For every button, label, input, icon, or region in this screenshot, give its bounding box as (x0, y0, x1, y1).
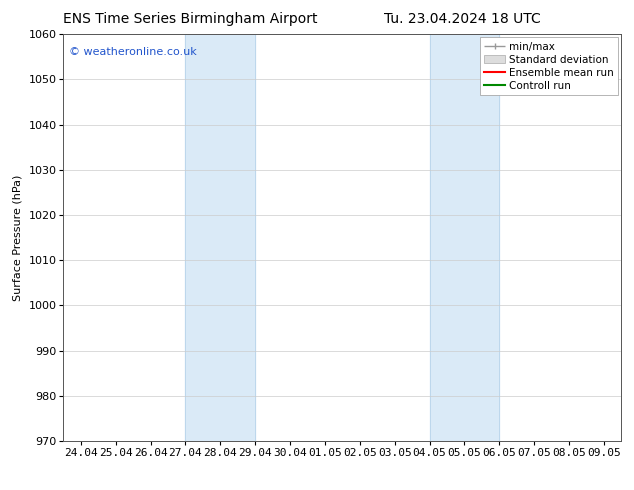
Legend: min/max, Standard deviation, Ensemble mean run, Controll run: min/max, Standard deviation, Ensemble me… (480, 37, 618, 95)
Bar (429, 34, 500, 441)
Text: Tu. 23.04.2024 18 UTC: Tu. 23.04.2024 18 UTC (384, 12, 541, 26)
Bar (185, 34, 255, 441)
Y-axis label: Surface Pressure (hPa): Surface Pressure (hPa) (13, 174, 23, 301)
Text: ENS Time Series Birmingham Airport: ENS Time Series Birmingham Airport (63, 12, 318, 26)
Text: © weatheronline.co.uk: © weatheronline.co.uk (69, 47, 197, 56)
